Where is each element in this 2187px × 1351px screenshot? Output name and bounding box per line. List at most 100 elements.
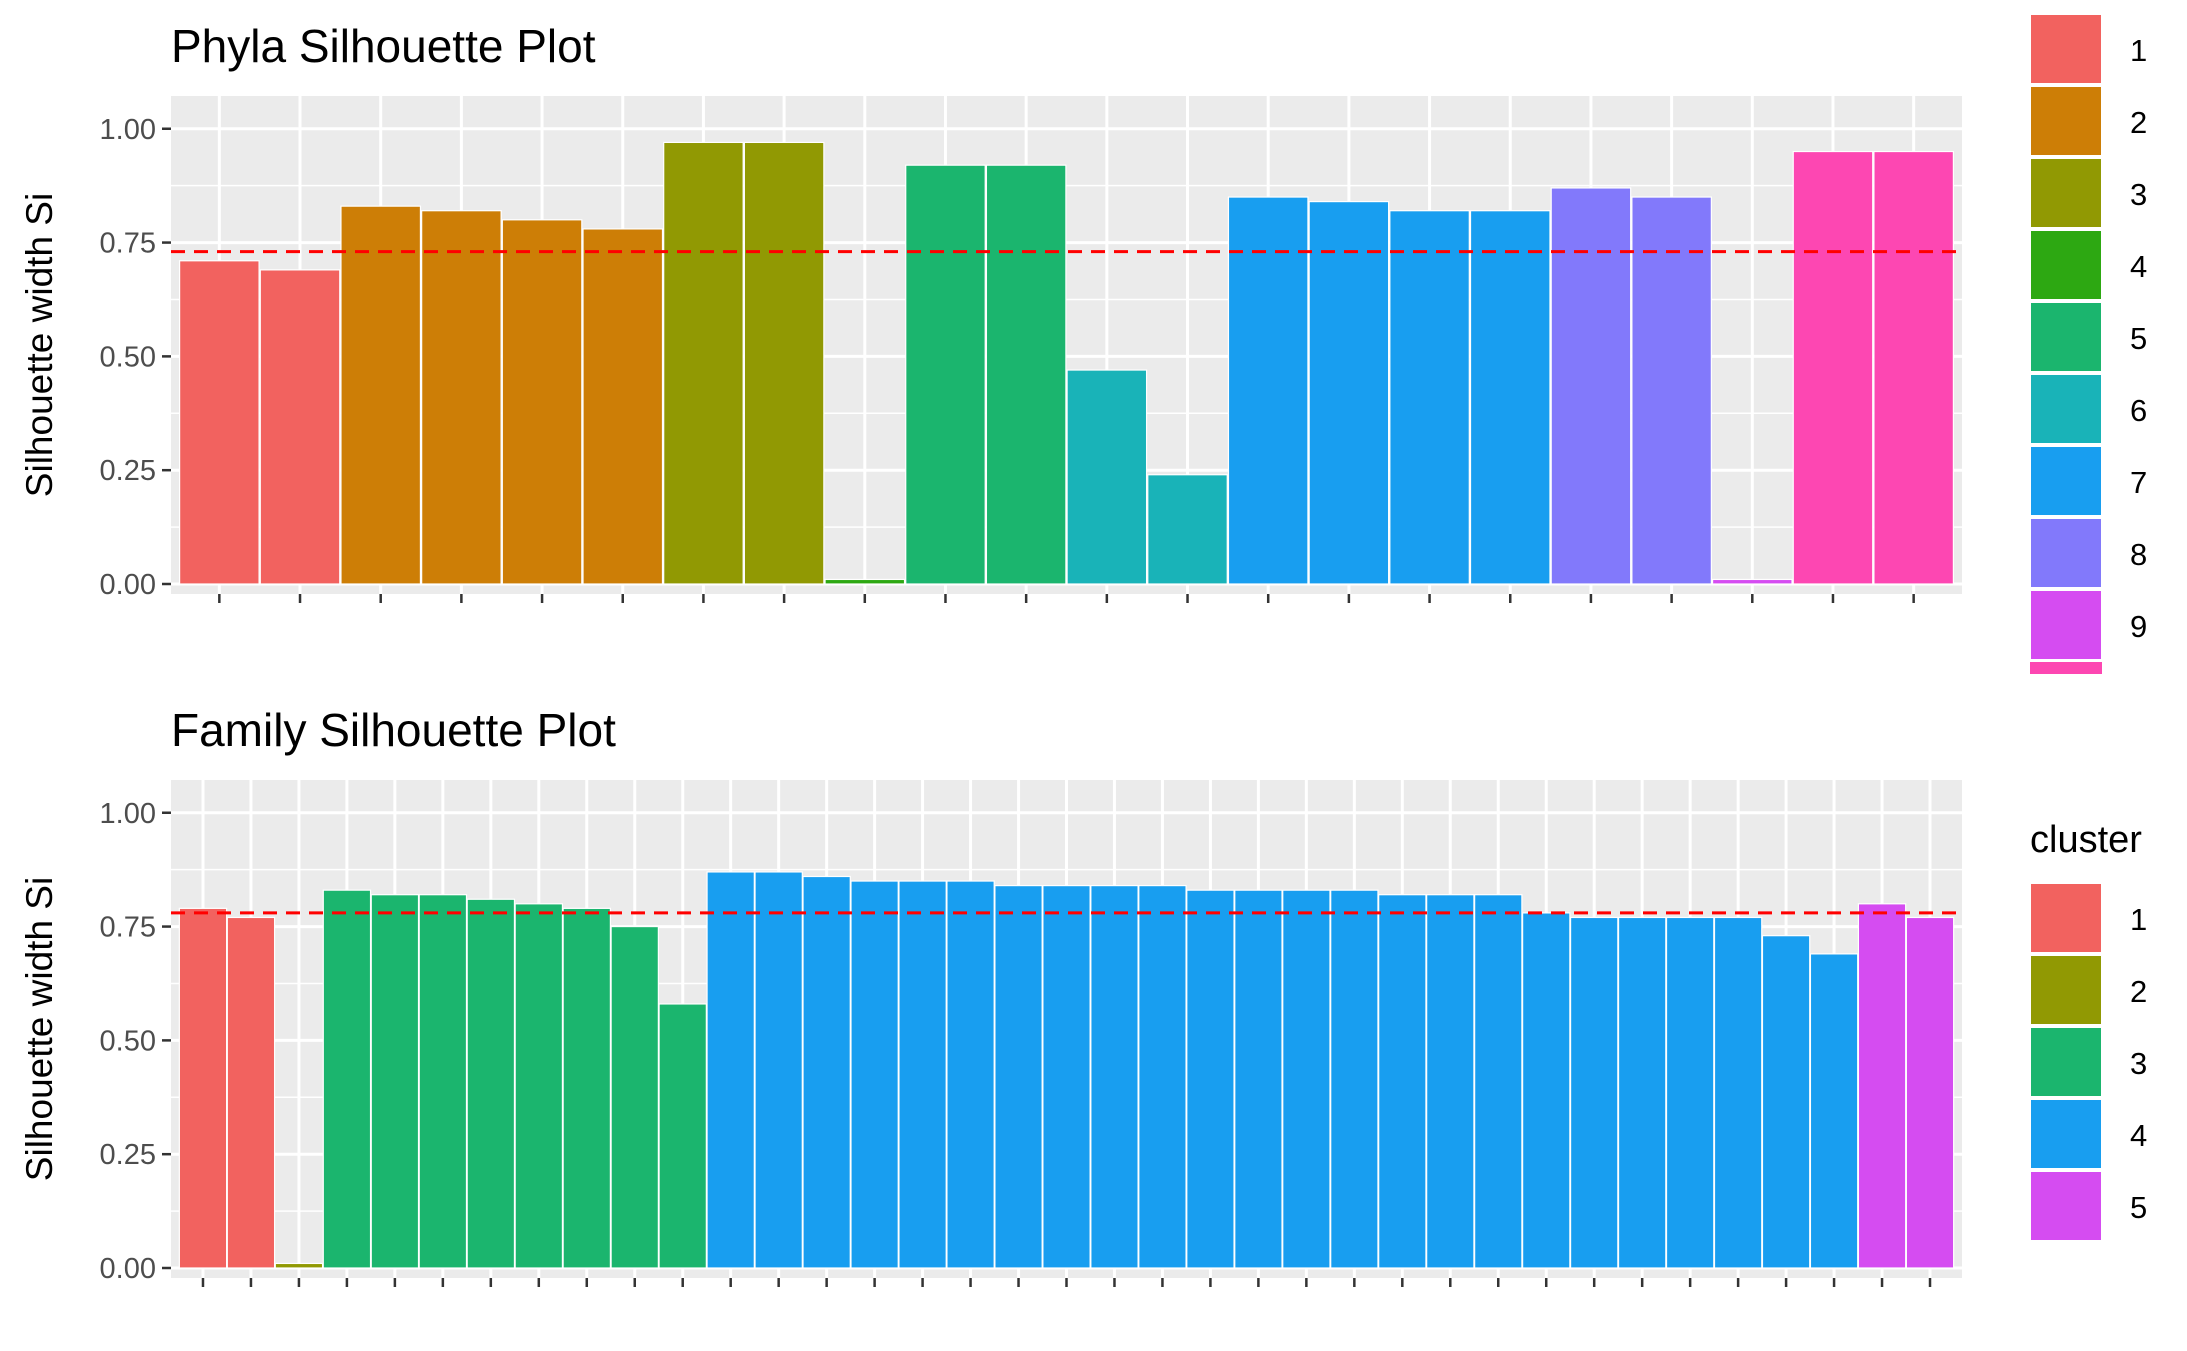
bar-11 xyxy=(658,1003,707,1269)
bar-4 xyxy=(421,210,502,585)
bar-13 xyxy=(1147,474,1228,585)
y-tick-label: 0.75 xyxy=(100,912,156,944)
legend-label-5: 5 xyxy=(2130,321,2147,356)
bar-15 xyxy=(1308,201,1390,585)
legend-label-2: 2 xyxy=(2130,974,2147,1009)
bar-2 xyxy=(226,916,276,1269)
y-axis-label: Silhouette width Si xyxy=(19,193,60,497)
bar-9 xyxy=(562,907,611,1269)
bar-10 xyxy=(610,925,659,1269)
bar-16 xyxy=(898,880,947,1269)
y-tick-label: 0.50 xyxy=(100,341,156,373)
bar-3 xyxy=(274,1262,324,1269)
bar-16 xyxy=(1389,210,1470,585)
phyla-silhouette-panel: 0.00 0.25 0.50 0.75 1.00 Phyla Silhouette Plo… xyxy=(19,13,2147,674)
bar-10 xyxy=(905,164,986,585)
bar-5 xyxy=(501,219,583,585)
bar-15 xyxy=(850,880,899,1269)
bar-14 xyxy=(802,875,851,1269)
bar-9 xyxy=(824,578,906,585)
legend-key-3 xyxy=(2029,157,2103,229)
y-tick-label: 0.25 xyxy=(100,455,156,487)
bar-17 xyxy=(1469,210,1551,585)
legend-key-5 xyxy=(2029,301,2103,373)
bar-3 xyxy=(340,205,422,585)
legend-label-6: 6 xyxy=(2130,393,2147,428)
bar-20 xyxy=(1090,884,1139,1269)
bar-37 xyxy=(1905,916,1955,1269)
bar-6 xyxy=(418,894,468,1269)
legend-label-5: 5 xyxy=(2130,1190,2147,1225)
bar-7 xyxy=(663,141,744,585)
bar-11 xyxy=(985,164,1067,585)
legend-key-2 xyxy=(2029,954,2103,1026)
bar-7 xyxy=(466,898,516,1269)
legend-label-4: 4 xyxy=(2130,249,2147,284)
bar-25 xyxy=(1330,889,1379,1269)
legend-label-7: 7 xyxy=(2130,465,2147,500)
bar-19 xyxy=(1042,884,1091,1269)
legend-key-partial xyxy=(2030,662,2102,674)
legend-key-5 xyxy=(2029,1170,2103,1242)
legend-label-1: 1 xyxy=(2130,33,2147,68)
y-tick-label: 0.25 xyxy=(100,1139,156,1171)
y-tick-label: 0.50 xyxy=(100,1025,156,1057)
bar-22 xyxy=(1186,889,1235,1269)
legend-key-4 xyxy=(2029,229,2103,301)
y-axis-label: Silhouette width Si xyxy=(19,877,60,1181)
legend-title: cluster xyxy=(2030,819,2142,861)
bar-1 xyxy=(179,260,260,585)
legend-key-7 xyxy=(2029,445,2103,517)
bar-17 xyxy=(946,880,995,1269)
legend-key-4 xyxy=(2029,1098,2103,1170)
bar-12 xyxy=(706,871,755,1269)
bar-33 xyxy=(1713,916,1763,1269)
y-tick-label: 0.00 xyxy=(100,569,156,601)
y-tick-label: 0.75 xyxy=(100,228,156,260)
chart-title: Family Silhouette Plot xyxy=(171,704,616,756)
bar-18 xyxy=(1550,187,1632,585)
bar-31 xyxy=(1617,916,1667,1269)
legend-key-1 xyxy=(2029,882,2103,954)
bar-30 xyxy=(1569,916,1619,1269)
bar-18 xyxy=(994,884,1043,1269)
legend-key-9 xyxy=(2029,589,2103,661)
bar-14 xyxy=(1227,196,1309,585)
family-silhouette-panel: 0.00 0.25 0.50 0.75 1.00 Family Silhouette Pl… xyxy=(19,704,2147,1287)
chart-title: Phyla Silhouette Plot xyxy=(171,20,596,72)
bar-32 xyxy=(1665,916,1715,1269)
bar-28 xyxy=(1474,894,1523,1269)
bar-1 xyxy=(178,907,228,1269)
bar-2 xyxy=(259,269,341,585)
bar-13 xyxy=(754,871,803,1269)
legend-label-4: 4 xyxy=(2130,1118,2147,1153)
bar-27 xyxy=(1426,894,1475,1269)
bar-4 xyxy=(322,889,372,1269)
y-tick-label: 1.00 xyxy=(100,114,156,146)
legend-key-1 xyxy=(2029,13,2103,85)
bar-19 xyxy=(1631,196,1712,585)
bar-34 xyxy=(1761,935,1811,1269)
legend-key-2 xyxy=(2029,85,2103,157)
legend-label-3: 3 xyxy=(2130,1046,2147,1081)
bar-20 xyxy=(1711,578,1793,585)
bar-8 xyxy=(514,903,564,1269)
bar-6 xyxy=(582,228,664,585)
legend-label-9: 9 xyxy=(2130,609,2147,644)
bar-24 xyxy=(1282,889,1331,1269)
legend-key-3 xyxy=(2029,1026,2103,1098)
legend-key-6 xyxy=(2029,373,2103,445)
bar-35 xyxy=(1809,953,1859,1269)
bar-12 xyxy=(1066,369,1148,585)
bar-36 xyxy=(1857,903,1907,1269)
bar-21 xyxy=(1792,150,1874,585)
legend-key-8 xyxy=(2029,517,2103,589)
y-tick-label: 0.00 xyxy=(100,1253,156,1285)
bar-23 xyxy=(1234,889,1283,1269)
legend-label-2: 2 xyxy=(2130,105,2147,140)
bar-29 xyxy=(1522,912,1571,1269)
legend-label-8: 8 xyxy=(2130,537,2147,572)
bar-5 xyxy=(370,894,420,1269)
y-tick-label: 1.00 xyxy=(100,798,156,830)
